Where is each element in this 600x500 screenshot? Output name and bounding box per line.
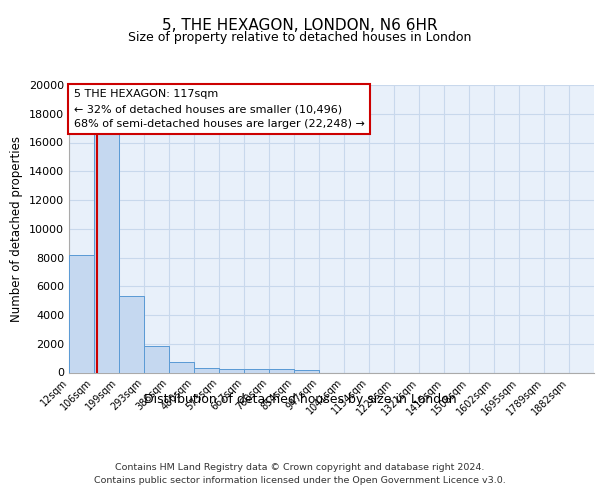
Bar [194, 368, 219, 372]
Bar [69, 254, 94, 372]
Bar [244, 370, 269, 372]
Bar [219, 369, 244, 372]
Text: Contains public sector information licensed under the Open Government Licence v3: Contains public sector information licen… [94, 476, 506, 485]
Text: Distribution of detached houses by size in London: Distribution of detached houses by size … [143, 392, 457, 406]
Bar [169, 362, 194, 372]
Bar [119, 296, 144, 372]
Bar [119, 296, 144, 372]
Bar [169, 362, 194, 372]
Bar [294, 370, 319, 372]
Text: Contains HM Land Registry data © Crown copyright and database right 2024.: Contains HM Land Registry data © Crown c… [115, 462, 485, 471]
Bar [269, 370, 294, 372]
Bar [94, 134, 119, 372]
Bar [219, 369, 244, 372]
Bar [294, 370, 319, 372]
Text: 5, THE HEXAGON, LONDON, N6 6HR: 5, THE HEXAGON, LONDON, N6 6HR [162, 18, 438, 32]
Bar [144, 346, 169, 372]
Text: 5 THE HEXAGON: 117sqm
← 32% of detached houses are smaller (10,496)
68% of semi-: 5 THE HEXAGON: 117sqm ← 32% of detached … [74, 90, 364, 129]
Bar [269, 370, 294, 372]
Y-axis label: Number of detached properties: Number of detached properties [10, 136, 23, 322]
Bar [194, 368, 219, 372]
Bar [94, 134, 119, 372]
Text: Size of property relative to detached houses in London: Size of property relative to detached ho… [128, 31, 472, 44]
Bar [244, 370, 269, 372]
Bar [69, 254, 94, 372]
Bar [144, 346, 169, 372]
